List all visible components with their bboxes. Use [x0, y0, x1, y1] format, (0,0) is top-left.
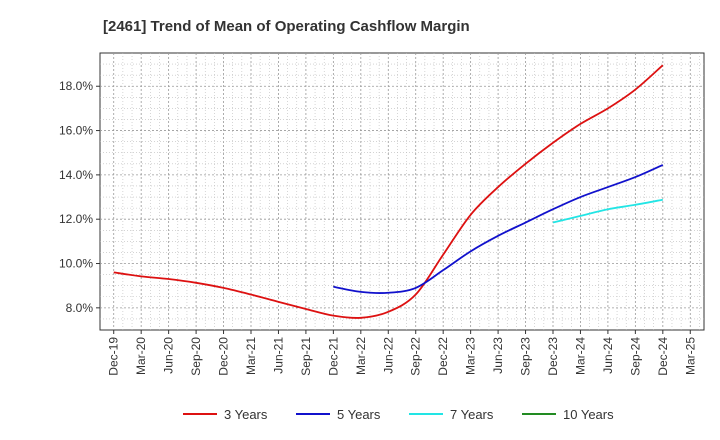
legend-label-7-years: 7 Years [450, 407, 494, 422]
x-tick-label: Dec-22 [436, 337, 450, 376]
y-tick-label: 16.0% [59, 124, 93, 138]
x-tick-label: Mar-22 [354, 337, 368, 375]
legend-label-3-years: 3 Years [224, 407, 268, 422]
chart-title: [2461] Trend of Mean of Operating Cashfl… [103, 18, 470, 35]
x-tick-label: Sep-24 [628, 337, 642, 376]
x-tick-label: Mar-24 [573, 337, 587, 375]
x-tick-label: Sep-23 [519, 337, 533, 376]
series-line-3-years [113, 64, 664, 319]
x-tick-label: Dec-19 [107, 337, 121, 376]
x-tick-label: Mar-20 [134, 337, 148, 375]
series-line-7-years [552, 198, 663, 224]
x-tick-label: Jun-20 [162, 337, 176, 374]
x-tick-label: Dec-24 [656, 337, 670, 376]
x-tick-label: Jun-22 [381, 337, 395, 374]
y-axis: 8.0% 10.0% 12.0% 14.0% 16.0% 18.0% [59, 79, 100, 315]
series-line-5-years [333, 164, 664, 294]
x-tick-label: Mar-23 [464, 337, 478, 375]
y-tick-label: 18.0% [59, 79, 93, 93]
y-tick-label: 8.0% [66, 301, 94, 315]
y-tick-label: 12.0% [59, 212, 93, 226]
x-tick-label: Sep-22 [409, 337, 423, 376]
x-tick-label: Sep-21 [299, 337, 313, 376]
x-tick-label: Dec-21 [326, 337, 340, 376]
x-tick-label: Jun-21 [271, 337, 285, 374]
plot-area [99, 52, 705, 331]
x-tick-label: Dec-23 [546, 337, 560, 376]
x-tick-label: Mar-21 [244, 337, 258, 375]
legend-label-10-years: 10 Years [563, 407, 614, 422]
grid-lines [100, 53, 704, 330]
y-tick-label: 14.0% [59, 168, 93, 182]
x-tick-label: Jun-23 [491, 337, 505, 374]
x-axis: Dec-19 Mar-20 Jun-20 Sep-20 Dec-20 Mar-21 Jun-… [107, 330, 697, 376]
legend-label-5-years: 5 Years [337, 407, 381, 422]
series-lines [113, 64, 664, 319]
x-tick-label: Jun-24 [601, 337, 615, 374]
y-tick-label: 10.0% [59, 257, 93, 271]
x-tick-label: Sep-20 [189, 337, 203, 376]
x-tick-label: Dec-20 [217, 337, 231, 376]
x-tick-label: Mar-25 [683, 337, 697, 375]
legend: 3 Years 5 Years 7 Years 10 Years [183, 407, 614, 422]
